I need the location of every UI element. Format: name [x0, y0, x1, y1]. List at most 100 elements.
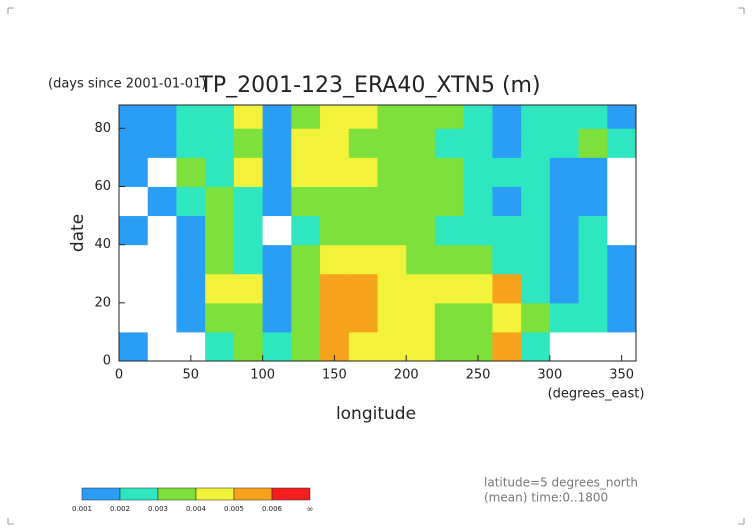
footnote: latitude=5 degrees_north	[484, 476, 638, 490]
cell	[119, 105, 149, 129]
cell	[320, 186, 350, 217]
cell	[607, 186, 637, 217]
cell	[406, 128, 436, 158]
cell	[406, 186, 436, 217]
cell	[262, 331, 292, 362]
colorbar-swatch	[271, 487, 311, 501]
cell	[147, 273, 177, 304]
cell	[176, 215, 206, 246]
cell	[233, 273, 264, 304]
subtitle: (days since 2001-01-01)	[48, 77, 206, 92]
cell	[463, 273, 493, 304]
cell	[262, 215, 292, 246]
cell	[119, 273, 149, 304]
cell	[521, 157, 551, 187]
cell	[377, 273, 407, 304]
cell	[233, 157, 264, 187]
cell	[549, 186, 580, 217]
cell	[463, 157, 493, 187]
cell	[262, 186, 292, 217]
cell	[549, 128, 580, 158]
cell	[348, 302, 378, 333]
cell	[434, 302, 465, 333]
cell	[549, 331, 580, 362]
cell	[492, 302, 522, 333]
colorbar-label: 0.001	[72, 505, 92, 513]
cell	[348, 215, 378, 246]
x-tick-label: 300	[537, 368, 562, 383]
cell	[521, 302, 551, 333]
cell	[377, 105, 407, 129]
cell	[521, 186, 551, 217]
colorbar-label: ∞	[307, 505, 314, 514]
cell	[406, 331, 436, 362]
cell	[176, 105, 206, 129]
cell	[291, 331, 321, 362]
cell	[147, 157, 177, 187]
cell	[262, 128, 292, 158]
cell	[377, 331, 407, 362]
cell	[521, 273, 551, 304]
cell	[147, 302, 177, 333]
cell	[147, 331, 177, 362]
y-tick-label: 0	[103, 354, 111, 369]
cell	[119, 128, 149, 158]
cell	[233, 215, 264, 246]
cell	[205, 186, 235, 217]
x-tick-label: 150	[322, 368, 347, 383]
cell	[233, 128, 264, 158]
cell	[492, 105, 522, 129]
x-tick-label: 250	[466, 368, 491, 383]
cell	[521, 331, 551, 362]
colorbar-swatch	[233, 487, 273, 501]
cell	[434, 186, 465, 217]
cell	[434, 128, 465, 158]
cell	[320, 244, 350, 275]
cell	[549, 244, 580, 275]
x-axis-unit: (degrees_east)	[548, 387, 645, 402]
cell	[406, 215, 436, 246]
cell	[320, 302, 350, 333]
cell	[578, 186, 608, 217]
cell	[147, 215, 177, 246]
cell	[607, 105, 637, 129]
cell	[176, 302, 206, 333]
cell	[119, 331, 149, 362]
cell	[463, 186, 493, 217]
cell	[147, 186, 177, 217]
cell	[233, 331, 264, 362]
cell	[434, 105, 465, 129]
cell	[320, 157, 350, 187]
cell	[578, 273, 608, 304]
colorbar-label: 0.004	[186, 505, 207, 513]
x-tick-label: 200	[394, 368, 419, 383]
cell	[262, 157, 292, 187]
cell	[119, 157, 149, 187]
cell	[348, 244, 378, 275]
cell	[233, 186, 264, 217]
cell	[377, 128, 407, 158]
cell	[320, 128, 350, 158]
cell	[521, 244, 551, 275]
colorbar-swatch	[157, 487, 197, 501]
cell	[262, 105, 292, 129]
cell	[549, 105, 580, 129]
cell	[291, 157, 321, 187]
cell	[434, 215, 465, 246]
x-tick-label: 50	[183, 368, 200, 383]
cell	[434, 331, 465, 362]
cell	[233, 244, 264, 275]
plot-frame	[118, 104, 637, 362]
cell	[233, 105, 264, 129]
cell	[205, 244, 235, 275]
cell	[406, 302, 436, 333]
cell	[607, 302, 637, 333]
cell	[291, 273, 321, 304]
y-tick-label: 80	[94, 121, 111, 136]
cell	[291, 302, 321, 333]
cell	[463, 128, 493, 158]
cell	[578, 331, 608, 362]
cell	[348, 157, 378, 187]
chart-title: TP_2001-123_ERA40_XTN5 (m)	[198, 73, 540, 98]
cell	[320, 215, 350, 246]
